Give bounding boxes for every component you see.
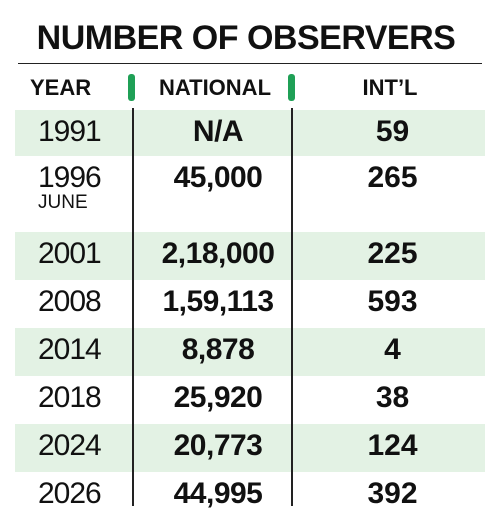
cell-year: 1996 JUNE bbox=[38, 156, 102, 213]
table-row: 2026 44,995 392 bbox=[15, 472, 485, 516]
header-international: INT’L bbox=[362, 75, 418, 100]
table-row: 2024 20,773 124 bbox=[15, 424, 485, 472]
cell-international: 38 bbox=[375, 381, 410, 414]
cell-national: 44,995 bbox=[173, 477, 263, 510]
table-row: 2008 1,59,113 593 bbox=[15, 280, 485, 328]
year-value: 2018 bbox=[38, 381, 102, 414]
cell-international: 265 bbox=[367, 161, 418, 194]
cell-year: 2018 bbox=[38, 376, 102, 420]
cell-national: 45,000 bbox=[173, 161, 263, 194]
year-subtitle: JUNE bbox=[38, 192, 88, 213]
year-value: 2014 bbox=[38, 333, 102, 366]
cell-year: 2024 bbox=[38, 424, 102, 468]
year-value: 1991 bbox=[38, 115, 102, 148]
cell-international: 593 bbox=[367, 285, 418, 318]
table-title: NUMBER OF OBSERVERS bbox=[36, 19, 456, 57]
cell-national: 8,878 bbox=[181, 333, 255, 366]
cell-international: 392 bbox=[367, 477, 418, 510]
year-value: 2024 bbox=[38, 429, 102, 462]
year-value: 2008 bbox=[38, 285, 102, 318]
column-marker-icon bbox=[288, 74, 295, 101]
cell-year: 2014 bbox=[38, 328, 102, 372]
title-divider bbox=[18, 63, 482, 64]
cell-national: 2,18,000 bbox=[161, 237, 275, 270]
cell-year: 2026 bbox=[38, 472, 102, 516]
cell-national: 25,920 bbox=[173, 381, 263, 414]
table-row: 2001 2,18,000 225 bbox=[15, 232, 485, 280]
cell-year: 2008 bbox=[38, 280, 102, 324]
cell-international: 124 bbox=[367, 429, 418, 462]
cell-international: 225 bbox=[367, 237, 418, 270]
column-divider bbox=[291, 108, 293, 506]
cell-national: N/A bbox=[192, 115, 244, 148]
column-marker-icon bbox=[128, 74, 135, 101]
year-value: 2001 bbox=[38, 237, 102, 270]
cell-year: 2001 bbox=[38, 232, 102, 276]
cell-national: 1,59,113 bbox=[162, 285, 274, 318]
cell-international: 59 bbox=[375, 115, 410, 148]
cell-international: 4 bbox=[384, 333, 401, 366]
column-divider bbox=[132, 108, 134, 506]
header-national: NATIONAL bbox=[158, 75, 272, 100]
year-value: 2026 bbox=[38, 477, 102, 510]
cell-year: 1991 bbox=[38, 110, 102, 154]
table-row: 1996 JUNE 45,000 265 bbox=[15, 156, 485, 232]
cell-national: 20,773 bbox=[173, 429, 263, 462]
header-year: YEAR bbox=[30, 75, 92, 100]
table-row: 2018 25,920 38 bbox=[15, 376, 485, 424]
table-row: 1991 N/A 59 bbox=[15, 110, 485, 156]
table-row: 2014 8,878 4 bbox=[15, 328, 485, 376]
year-value: 1996 bbox=[38, 161, 102, 194]
